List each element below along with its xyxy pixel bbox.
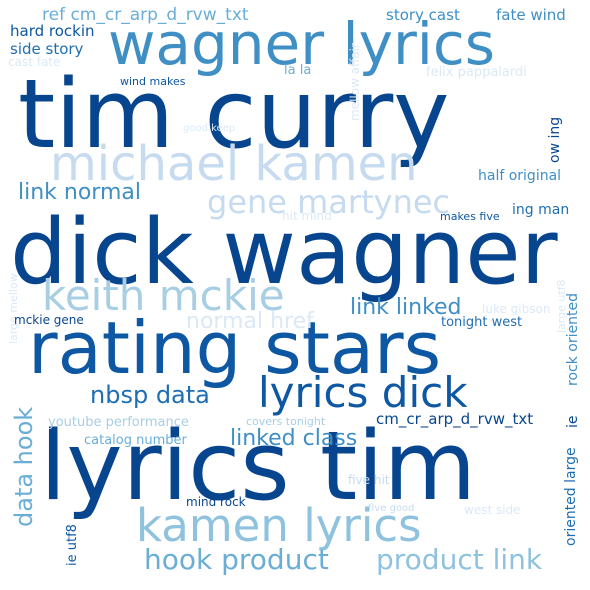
cloud-word: ing man xyxy=(512,202,570,218)
cloud-word: ref cm_cr_arp_d_rvw_txt xyxy=(42,5,249,25)
cloud-word: mellow affair xyxy=(348,43,362,121)
cloud-word: dick wagner xyxy=(10,200,558,305)
cloud-word: normal href xyxy=(186,309,314,334)
cloud-word: large mellow xyxy=(7,273,20,344)
cloud-word: half original xyxy=(478,168,562,184)
cloud-word: keith mckie xyxy=(42,271,285,320)
cloud-word: story cast xyxy=(386,6,460,24)
cloud-word: west side xyxy=(464,503,521,517)
cloud-word: hook product xyxy=(144,543,329,576)
cloud-word: mckie gene xyxy=(14,313,84,327)
cloud-word: ie utf8 xyxy=(65,524,80,566)
cloud-word: covers tonight xyxy=(246,415,326,428)
cloud-word: data hook xyxy=(10,406,38,527)
cloud-word: wagner lyrics xyxy=(108,10,496,78)
cloud-word: product link xyxy=(376,543,543,576)
cloud-word: oriented large xyxy=(563,447,579,546)
cloud-word: cm_cr_arp_d_rvw_txt xyxy=(376,410,534,428)
cloud-word: link normal xyxy=(18,180,141,205)
cloud-word: wind makes xyxy=(120,75,186,88)
cloud-word: rock oriented xyxy=(565,293,581,386)
cloud-word: lyrics dick xyxy=(258,368,468,417)
cloud-word: youtube performance xyxy=(48,415,189,430)
cloud-word: tim curry xyxy=(18,60,450,170)
cloud-word: cast fate xyxy=(8,55,61,69)
cloud-word: lyrics tim xyxy=(40,412,477,522)
cloud-word: hard rockin xyxy=(10,22,95,40)
cloud-word: gene martynec xyxy=(207,183,451,221)
cloud-word: la la xyxy=(284,63,312,78)
cloud-word: rating stars xyxy=(28,306,442,390)
cloud-word: felix pappalardi xyxy=(426,65,527,80)
cloud-word: makes five xyxy=(440,210,500,223)
cloud-word: link linked xyxy=(350,295,462,320)
cloud-word: kamen lyrics xyxy=(136,499,422,552)
cloud-word: large utf8 xyxy=(555,279,568,333)
cloud-word: luke gibson xyxy=(482,302,551,316)
cloud-word: five good xyxy=(368,503,415,514)
cloud-word: michael kamen xyxy=(50,136,418,192)
cloud-word: side story xyxy=(10,40,84,58)
cloud-word: good keep xyxy=(183,123,236,134)
cloud-word: hit mind xyxy=(282,209,332,223)
cloud-word: five hit xyxy=(348,473,390,487)
cloud-word: catalog number xyxy=(84,433,187,448)
cloud-word: fate wind xyxy=(496,6,566,24)
cloud-word: mind rock xyxy=(186,495,246,509)
cloud-word: linked class xyxy=(230,426,358,451)
cloud-word: nbsp data xyxy=(90,381,210,409)
cloud-word: tonight west xyxy=(441,315,523,330)
cloud-word: ie xyxy=(565,415,581,428)
cloud-word: ow ing xyxy=(547,116,563,163)
